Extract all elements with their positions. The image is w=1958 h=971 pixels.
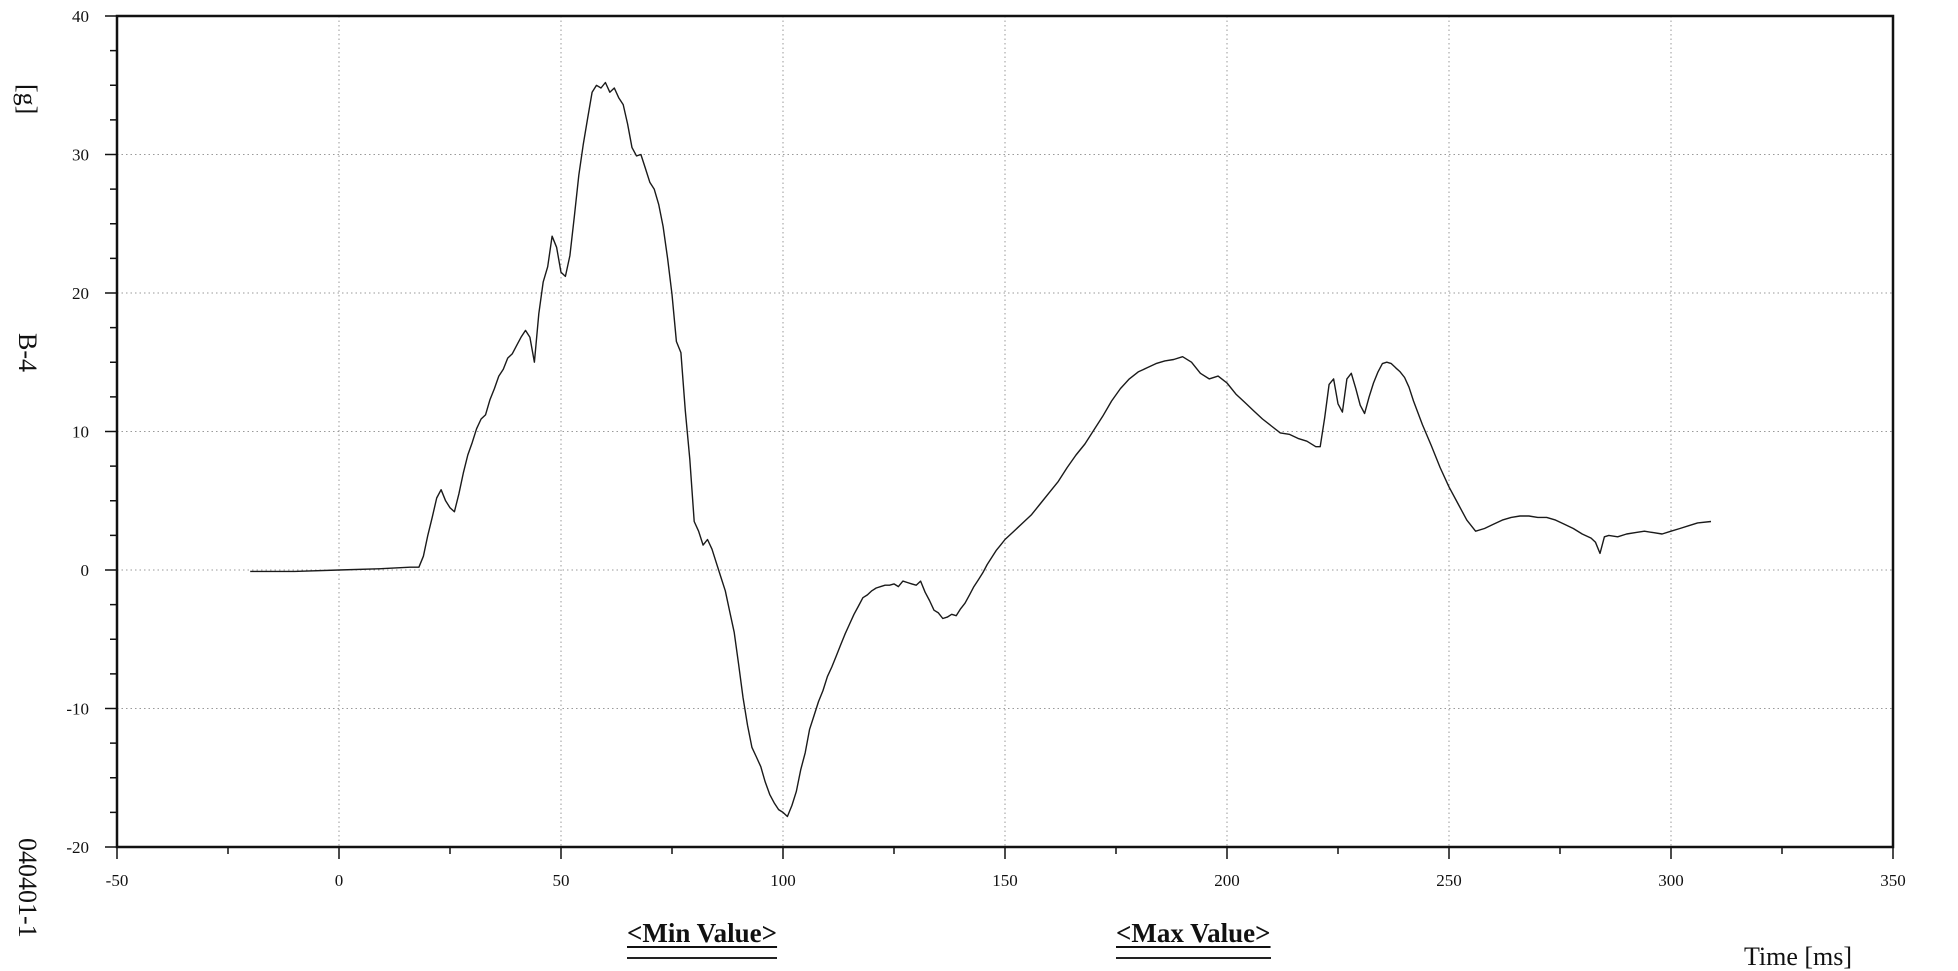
x-tick-label: 300: [1658, 871, 1684, 890]
min-value-annotation: <Min Value>: [627, 918, 778, 959]
x-tick-label: 250: [1436, 871, 1462, 890]
x-tick-label: 350: [1880, 871, 1906, 890]
y-tick-label: 30: [72, 146, 89, 165]
y-tick-label: 10: [72, 423, 89, 442]
series-line: [250, 81, 1712, 818]
minor-ticks: [105, 15, 1894, 859]
tick-labels: -50 0 50 100 150 200 250 300 350 -20 -10 0 10 20 30 40: [66, 7, 1905, 890]
y-tick-label: 40: [72, 7, 89, 26]
x-tick-label: 150: [992, 871, 1018, 890]
x-tick-label: 0: [335, 871, 344, 890]
min-value-text: <Min Value>: [627, 918, 778, 948]
series-layer: [250, 81, 1712, 818]
max-value-rule: [1116, 957, 1271, 959]
grid-lines: [117, 16, 1893, 847]
y-tick-label: -10: [66, 700, 89, 719]
x-tick-label: -50: [106, 871, 129, 890]
y-tick-label: 0: [81, 561, 90, 580]
x-tick-label: 50: [553, 871, 570, 890]
test-id-label: 040401-1: [13, 838, 42, 938]
min-value-rule: [627, 957, 778, 959]
x-tick-label: 100: [770, 871, 796, 890]
y-tick-label: -20: [66, 838, 89, 857]
channel-label: B-4: [13, 333, 42, 372]
x-tick-label: 200: [1214, 871, 1240, 890]
max-value-text: <Max Value>: [1116, 918, 1271, 948]
y-axis-label: [g]: [13, 84, 42, 115]
max-value-annotation: <Max Value>: [1116, 918, 1271, 959]
y-tick-label: 20: [72, 284, 89, 303]
plot-frame: [115, 14, 1895, 849]
